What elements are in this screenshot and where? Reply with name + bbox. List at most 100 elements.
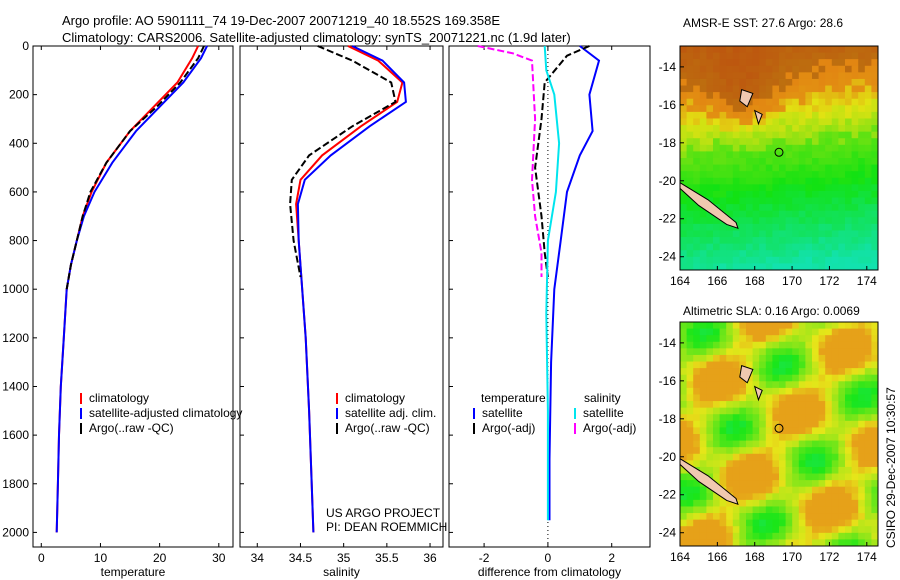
map-cell	[726, 85, 734, 93]
map-cell	[680, 506, 688, 514]
map-cell	[719, 65, 727, 73]
map-cell	[812, 59, 820, 67]
map-cell	[864, 184, 872, 192]
map-cell	[838, 447, 846, 455]
map-cell	[680, 381, 688, 389]
map-cell	[686, 98, 694, 106]
map-cell	[732, 401, 740, 409]
map-cell	[759, 532, 767, 540]
map-cell	[706, 59, 714, 67]
map-cell	[798, 434, 806, 442]
map-cell	[831, 78, 839, 87]
map-cell	[798, 532, 806, 540]
map-cell	[864, 466, 872, 475]
map-cell	[686, 341, 694, 349]
map-cell	[732, 125, 740, 133]
map-cell	[785, 539, 793, 547]
map-cell	[686, 184, 694, 192]
map-cell	[772, 65, 780, 73]
map-cell	[706, 223, 714, 231]
map-cell	[726, 348, 734, 356]
map-cell	[818, 407, 826, 415]
map-cell	[831, 341, 839, 349]
map-cell	[680, 473, 688, 481]
map-cell	[798, 118, 806, 126]
map-cell	[706, 138, 714, 146]
map-cell	[818, 92, 826, 100]
map-cell	[831, 46, 839, 54]
map-cell	[798, 486, 806, 494]
map-cell	[765, 217, 773, 225]
map-cell	[746, 46, 754, 54]
map-cell	[726, 243, 734, 251]
vanuatu-island	[753, 109, 763, 126]
map-cell	[831, 263, 839, 271]
map-cell	[785, 184, 793, 192]
map-x-tick-label: 168	[745, 274, 765, 288]
map-cell	[818, 164, 826, 172]
map-cell	[693, 348, 701, 356]
map-cell	[726, 263, 734, 271]
map-cell	[706, 519, 714, 527]
map-y-tick-label: -22	[659, 212, 677, 226]
map-cell	[798, 374, 806, 382]
legend-swatch	[574, 423, 576, 434]
map-cell	[706, 65, 714, 73]
map-cell	[713, 368, 721, 376]
map-cell	[871, 158, 879, 166]
map-cell	[686, 177, 694, 185]
map-cell	[699, 407, 707, 415]
map-cell	[732, 118, 740, 126]
map-cell	[871, 223, 879, 231]
map-cell	[732, 144, 740, 152]
map-cell	[812, 144, 820, 152]
map-cell	[825, 111, 833, 119]
map-frame	[679, 45, 879, 271]
map-cell	[765, 480, 773, 488]
map-cell	[825, 354, 833, 363]
map-cell	[785, 237, 793, 245]
map-cell	[746, 420, 754, 428]
map-cell	[759, 513, 767, 521]
map-cell	[759, 111, 767, 119]
map-cell	[838, 98, 846, 106]
map-cell	[871, 440, 879, 448]
map-cell	[719, 105, 727, 113]
map-cell	[772, 177, 780, 185]
map-cell	[726, 447, 734, 455]
map-cell	[851, 341, 859, 349]
map-cell	[785, 401, 793, 409]
map-cell	[779, 171, 787, 179]
map-cell	[792, 480, 800, 488]
map-cell	[825, 440, 833, 448]
map-cell	[726, 394, 734, 402]
map-cell	[871, 78, 879, 87]
map-cell	[765, 493, 773, 501]
map-cell	[858, 322, 866, 330]
map-cell	[706, 111, 714, 119]
map-cell	[772, 111, 780, 119]
map-cell	[779, 414, 787, 422]
map-cell	[805, 237, 813, 245]
map-cell	[838, 427, 846, 435]
map-cell	[785, 532, 793, 540]
map-cell	[726, 138, 734, 146]
map-cell	[845, 486, 853, 494]
map-cell	[686, 401, 694, 409]
map-cell	[871, 243, 879, 251]
map-cell	[772, 394, 780, 402]
map-cell	[858, 243, 866, 251]
map-cell	[851, 105, 859, 113]
map-cell	[719, 256, 727, 264]
map-cell	[746, 499, 754, 507]
map-cell	[765, 177, 773, 185]
map-cell	[812, 499, 820, 507]
map-cell	[686, 118, 694, 126]
map-cell	[785, 453, 793, 461]
map-cell	[838, 59, 846, 67]
map-cell	[792, 460, 800, 468]
map-cell	[851, 407, 859, 415]
map-cell	[686, 46, 694, 54]
map-cell	[686, 361, 694, 369]
map-cell	[726, 374, 734, 382]
